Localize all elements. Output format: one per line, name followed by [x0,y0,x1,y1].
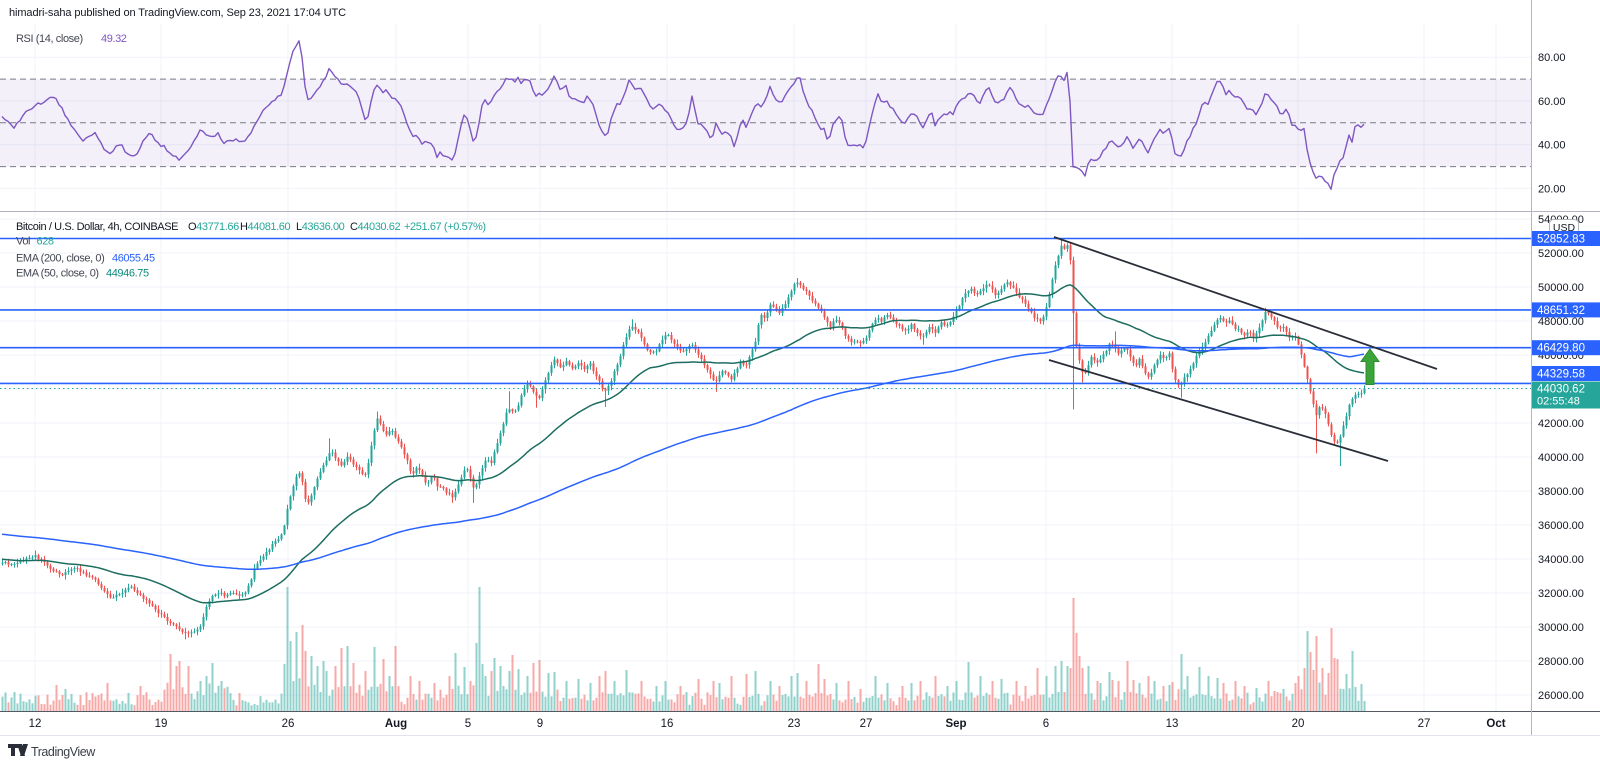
svg-text:27: 27 [860,718,873,730]
svg-text:48000.00: 48000.00 [1538,316,1584,328]
svg-text:628: 628 [37,236,54,248]
svg-text:Oct: Oct [1486,718,1505,730]
svg-text:02:55:48: 02:55:48 [1537,396,1580,408]
svg-text:27: 27 [1418,718,1431,730]
svg-text:46429.80: 46429.80 [1537,343,1585,355]
svg-text:16: 16 [661,718,674,730]
svg-text:44946.75: 44946.75 [106,268,149,280]
svg-text:23: 23 [788,718,801,730]
svg-text:+251.67 (+0.57%): +251.67 (+0.57%) [404,221,486,233]
svg-text:44030.62: 44030.62 [1537,384,1585,396]
svg-text:RSI (14, close): RSI (14, close) [16,33,83,45]
svg-text:50000.00: 50000.00 [1538,282,1584,294]
svg-text:49.32: 49.32 [101,33,127,45]
svg-text:5: 5 [465,718,471,730]
svg-text:L43636.00: L43636.00 [296,221,345,233]
svg-text:40.00: 40.00 [1538,140,1566,152]
svg-text:60.00: 60.00 [1538,96,1566,108]
svg-text:20: 20 [1292,718,1305,730]
svg-text:42000.00: 42000.00 [1538,418,1584,430]
svg-text:28000.00: 28000.00 [1538,656,1584,668]
svg-text:52852.83: 52852.83 [1537,234,1585,246]
svg-text:H44081.60: H44081.60 [240,221,291,233]
svg-text:26000.00: 26000.00 [1538,690,1584,702]
svg-text:19: 19 [155,718,168,730]
svg-text:Aug: Aug [385,718,407,730]
svg-text:46055.45: 46055.45 [112,253,155,265]
svg-text:C44030.62: C44030.62 [350,221,401,233]
svg-text:52000.00: 52000.00 [1538,248,1584,260]
svg-text:34000.00: 34000.00 [1538,554,1584,566]
svg-text:30000.00: 30000.00 [1538,622,1584,634]
svg-text:40000.00: 40000.00 [1538,452,1584,464]
svg-text:38000.00: 38000.00 [1538,486,1584,498]
svg-text:26: 26 [282,718,295,730]
svg-text:20.00: 20.00 [1538,183,1566,195]
svg-text:TradingView: TradingView [31,745,96,759]
svg-text:44329.58: 44329.58 [1537,369,1585,381]
svg-text:O43771.66: O43771.66 [188,221,239,233]
svg-text:80.00: 80.00 [1538,52,1566,64]
svg-text:EMA (50, close, 0): EMA (50, close, 0) [16,268,99,280]
svg-text:EMA (200, close, 0): EMA (200, close, 0) [16,253,104,265]
svg-text:12: 12 [29,718,42,730]
svg-text:himadri-saha published on Trad: himadri-saha published on TradingView.co… [9,7,346,19]
svg-text:Vol: Vol [16,236,30,248]
svg-text:6: 6 [1043,718,1049,730]
svg-text:Sep: Sep [945,718,966,730]
svg-text:36000.00: 36000.00 [1538,520,1584,532]
svg-text:13: 13 [1166,718,1179,730]
svg-text:32000.00: 32000.00 [1538,588,1584,600]
svg-text:Bitcoin / U.S. Dollar, 4h, COI: Bitcoin / U.S. Dollar, 4h, COINBASE [16,221,178,233]
svg-text:48651.32: 48651.32 [1537,305,1585,317]
svg-text:9: 9 [537,718,543,730]
